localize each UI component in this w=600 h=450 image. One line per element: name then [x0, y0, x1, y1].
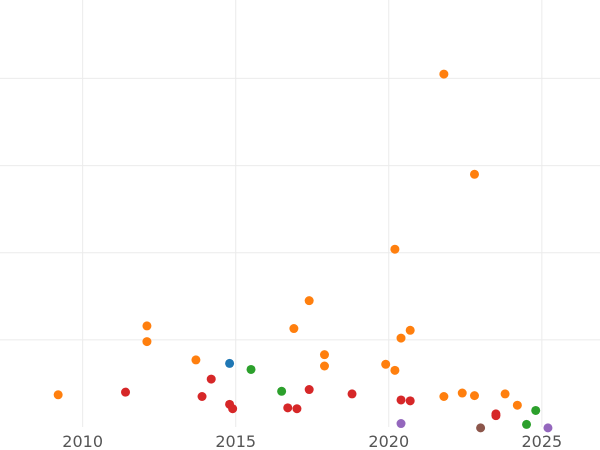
data-point — [543, 423, 553, 433]
x-tick-label: 2010 — [62, 432, 103, 450]
data-point — [500, 389, 510, 399]
x-axis-tick-labels: 2010 2015 2020 2025 — [62, 432, 562, 450]
data-point — [228, 404, 238, 414]
data-points — [53, 69, 553, 433]
x-tick-label: 2015 — [215, 432, 256, 450]
data-point — [396, 419, 406, 429]
data-point — [191, 355, 201, 365]
data-point — [347, 389, 357, 399]
x-tick-label: 2025 — [521, 432, 562, 450]
data-point — [396, 395, 406, 405]
data-point — [405, 396, 415, 406]
data-point — [246, 364, 256, 374]
data-point — [197, 392, 207, 401]
data-point — [53, 390, 63, 400]
data-point — [304, 385, 314, 395]
data-point — [319, 350, 329, 360]
data-point — [142, 337, 152, 347]
data-point — [469, 169, 479, 179]
data-point — [121, 387, 131, 397]
data-point — [522, 419, 532, 429]
data-point — [531, 405, 541, 415]
data-point — [457, 388, 467, 398]
data-point — [283, 403, 293, 413]
data-point — [319, 361, 329, 371]
x-gridlines — [82, 0, 543, 427]
data-point — [292, 404, 302, 414]
data-point — [289, 324, 299, 334]
data-point — [405, 325, 415, 335]
data-point — [225, 358, 235, 368]
data-point — [512, 400, 522, 410]
data-point — [390, 244, 400, 254]
y-gridlines — [0, 77, 600, 341]
data-point — [491, 411, 501, 421]
data-point — [381, 359, 391, 369]
data-point — [390, 365, 400, 375]
data-point — [439, 392, 449, 401]
data-point — [476, 423, 486, 433]
data-point — [469, 391, 479, 401]
data-point — [277, 386, 287, 396]
data-point — [396, 333, 406, 343]
data-point — [439, 69, 449, 79]
data-point — [142, 321, 152, 331]
data-point — [206, 374, 216, 384]
data-point — [304, 296, 314, 306]
x-tick-label: 2020 — [368, 432, 409, 450]
